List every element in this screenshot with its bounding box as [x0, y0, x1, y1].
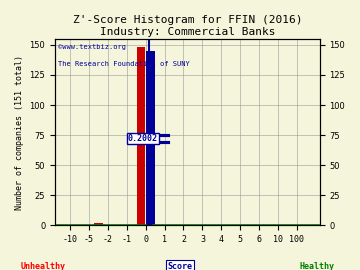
Bar: [137, 47, 145, 225]
Text: Healthy: Healthy: [299, 262, 334, 270]
Text: The Research Foundation of SUNY: The Research Foundation of SUNY: [58, 61, 189, 67]
Y-axis label: Number of companies (151 total): Number of companies (151 total): [15, 55, 24, 210]
Title: Z'-Score Histogram for FFIN (2016)
Industry: Commercial Banks: Z'-Score Histogram for FFIN (2016) Indus…: [72, 15, 302, 37]
Bar: [146, 51, 155, 225]
Text: Score: Score: [167, 262, 193, 270]
Bar: [94, 223, 103, 225]
Text: Unhealthy: Unhealthy: [21, 262, 66, 270]
Text: ©www.textbiz.org: ©www.textbiz.org: [58, 44, 126, 50]
Text: 0.2002: 0.2002: [128, 134, 158, 143]
